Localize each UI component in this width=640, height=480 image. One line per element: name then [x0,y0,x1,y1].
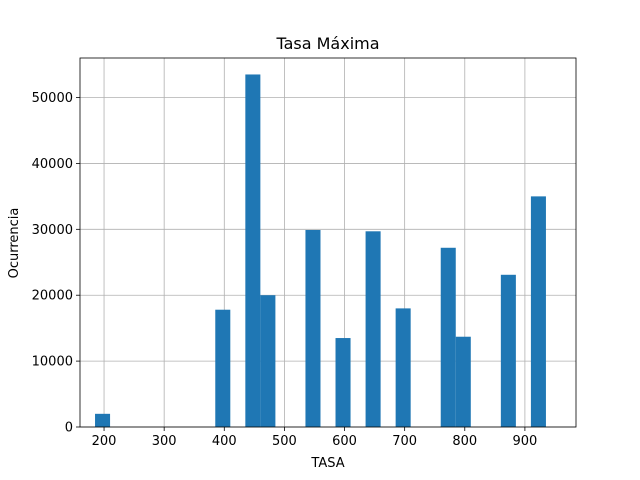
bars [95,74,546,428]
y-axis-label: Ocurrencia [7,208,22,279]
x-tick-label: 800 [452,434,477,449]
histogram-bar [500,274,516,427]
x-tick-label: 300 [152,434,177,449]
x-tick-label: 200 [92,434,117,449]
x-tick-label: 600 [332,434,357,449]
x-tick-label: 500 [272,434,297,449]
histogram-bar [395,308,411,427]
x-tick-label: 700 [392,434,417,449]
histogram-bar [95,413,111,427]
y-axis-ticks: 0 10000 20000 30000 40000 50000 [32,91,80,436]
plot-border [79,57,577,428]
histogram-bar [215,309,231,427]
x-axis-ticks: 200 300 400 500 600 700 800 900 [92,427,537,449]
histogram-bar [305,229,321,427]
histogram-bar [335,338,351,427]
histogram-bar [245,74,261,428]
histogram-bar [440,247,456,427]
histogram-bar [530,196,546,427]
y-tick-label: 20000 [32,289,73,304]
y-tick-label: 30000 [32,223,73,238]
x-tick-label: 900 [512,434,537,449]
histogram-bar [455,336,471,427]
plot-frame [79,57,577,428]
chart-title: Tasa Máxima [275,34,379,53]
y-tick-label: 0 [65,421,73,436]
histogram-bar [260,295,276,427]
x-tick-label: 400 [212,434,237,449]
histogram-bar [365,231,381,427]
y-tick-label: 10000 [32,355,73,370]
grid-lines [80,58,576,428]
y-tick-label: 40000 [32,157,73,172]
y-tick-label: 50000 [32,91,73,106]
x-axis-label: TASA [310,456,344,471]
